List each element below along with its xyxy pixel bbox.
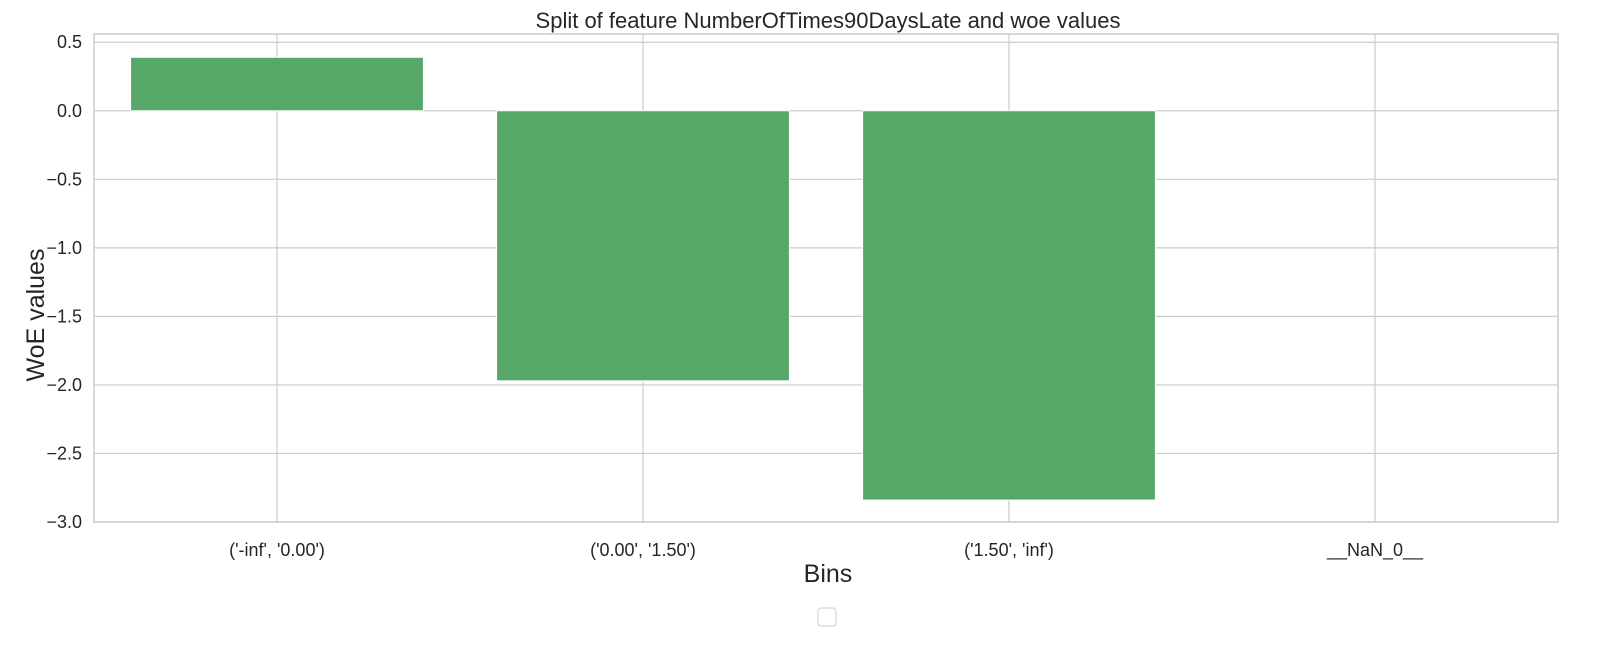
y-axis-label: WoE values [22,249,50,382]
y-tick-label: −1.0 [46,238,82,258]
x-tick-labels: ('-inf', '0.00') ('0.00', '1.50') ('1.50',… [229,540,1424,561]
bar-1 [130,56,424,112]
legend-box [817,607,837,627]
y-tick-labels: 0.5 0.0 −0.5 −1.0 −1.5 −2.0 −2.5 −3.0 [46,32,82,532]
y-tick-label: −2.5 [46,443,82,463]
x-tick-label: ('0.00', '1.50') [590,540,696,560]
x-tick-label: __NaN_0__ [1326,540,1424,561]
y-tick-label: −1.5 [46,306,82,326]
y-tick-label: −0.5 [46,169,82,189]
x-axis-label: Bins [804,560,853,588]
bars [130,56,1156,501]
plot-frame [93,33,1559,523]
x-tick-label: ('1.50', 'inf') [964,540,1054,560]
plot-border [93,33,1559,523]
y-tick-label: −2.0 [46,375,82,395]
y-tick-label: 0.0 [57,101,82,121]
bar-2 [496,110,790,382]
y-tick-label: 0.5 [57,32,82,52]
chart-title: Split of feature NumberOfTimes90DaysLate… [536,8,1121,33]
y-tick-label: −3.0 [46,512,82,532]
bar-3 [862,110,1156,501]
x-tick-label: ('-inf', '0.00') [229,540,325,560]
